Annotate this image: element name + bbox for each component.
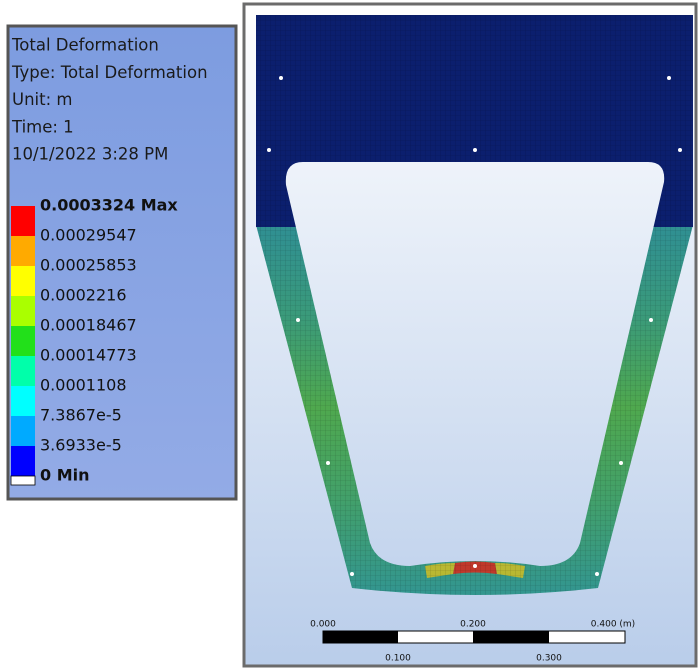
legend-swatch (11, 386, 35, 416)
legend-swatch (11, 356, 35, 386)
hole (285, 162, 665, 566)
node (279, 76, 283, 80)
legend-swatch (11, 206, 35, 236)
nodes (267, 76, 682, 576)
node (649, 318, 653, 322)
legend-swatch (11, 266, 35, 296)
node (296, 318, 300, 322)
scale-labels: 0.000 0.200 0.400 (m) 0.100 0.300 (310, 620, 635, 664)
legend-swatch (11, 326, 35, 356)
legend-level: 0.00029547 (40, 226, 137, 245)
model (256, 15, 693, 595)
node (473, 148, 477, 152)
legend-level: 0.0002216 (40, 286, 127, 305)
legend-header: 10/1/2022 3:28 PM (12, 145, 168, 164)
legend-level: 7.3867e-5 (40, 406, 122, 425)
legend-level: 0.0003324 Max (40, 196, 178, 215)
scale-label: 0.100 (385, 654, 411, 664)
scale-label: 0.000 (310, 620, 336, 630)
legend-level: 0 Min (40, 466, 90, 485)
node (667, 76, 671, 80)
legend-level: 0.00025853 (40, 256, 137, 275)
legend-swatch (11, 446, 35, 476)
legend-header: Unit: m (12, 90, 72, 109)
node (595, 572, 599, 576)
legend: Total Deformation Type: Total Deformation… (10, 36, 208, 486)
legend-level: 0.00014773 (40, 346, 137, 365)
node (326, 461, 330, 465)
scale-label: 0.400 (m) (591, 620, 635, 630)
legend-min-swatch (10, 475, 36, 486)
scale-label: 0.200 (460, 620, 486, 630)
scale-bar (322, 630, 626, 644)
legend-header: Total Deformation (11, 36, 159, 55)
scale-segment (473, 631, 549, 643)
legend-level: 0.0001108 (40, 376, 127, 395)
scale-segment (323, 631, 398, 643)
node (473, 564, 477, 568)
legend-level: 0.00018467 (40, 316, 137, 335)
node (350, 572, 354, 576)
legend-level: 3.6933e-5 (40, 436, 122, 455)
node (267, 148, 271, 152)
legend-swatch (11, 416, 35, 446)
legend-swatch (11, 236, 35, 266)
node (678, 148, 682, 152)
scale-label: 0.300 (536, 654, 562, 664)
legend-header: Time: 1 (11, 117, 74, 136)
node (619, 461, 623, 465)
legend-swatch (11, 296, 35, 326)
legend-panel (6, 24, 238, 501)
legend-header: Type: Total Deformation (11, 63, 208, 82)
